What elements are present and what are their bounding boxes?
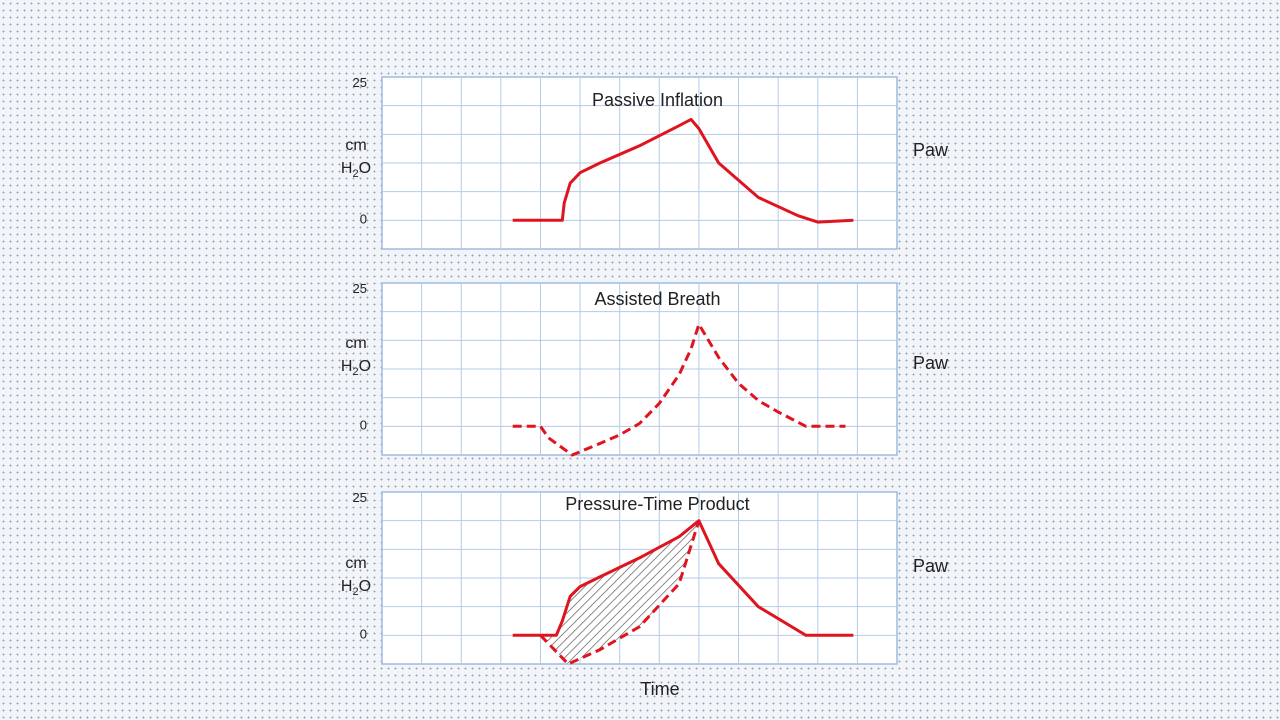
unit-subscript: 2 — [352, 586, 358, 598]
pressure-time-product-area — [540, 520, 699, 664]
right-label-paw: Paw — [913, 556, 949, 576]
x-axis-label: Time — [640, 679, 679, 699]
chart-panel-3: 25 0 cm H2O Paw Pressure-Time Product — [341, 490, 949, 666]
chart-title: Pressure-Time Product — [565, 494, 749, 514]
unit-h: H — [341, 160, 353, 177]
y-tick-label-zero: 0 — [360, 417, 367, 432]
y-tick-label-top: 25 — [353, 75, 367, 90]
unit-h: H — [341, 358, 353, 375]
chart-panel-2: 25 0 cm H2O Paw Assisted Breath — [341, 281, 949, 457]
unit-subscript: 2 — [352, 168, 358, 180]
series-line-dashed — [539, 520, 701, 666]
chart-title: Passive Inflation — [592, 90, 723, 110]
right-label-paw: Paw — [913, 140, 949, 160]
y-axis-unit-formula: H2O — [341, 358, 371, 378]
series-line-dashed — [512, 322, 846, 457]
series-line-solid — [512, 117, 854, 224]
chart-panel-1: 25 0 cm H2O Paw Passive Inflation — [341, 75, 949, 250]
right-label-paw: Paw — [913, 353, 949, 373]
y-axis-unit-label: cm — [345, 335, 366, 352]
series-line-solid — [512, 519, 854, 637]
unit-subscript: 2 — [352, 366, 358, 378]
unit-o: O — [359, 578, 371, 595]
y-axis-unit-label: cm — [345, 555, 366, 572]
y-tick-label-top: 25 — [353, 490, 367, 505]
chart-title: Assisted Breath — [594, 289, 720, 309]
y-tick-label-zero: 0 — [360, 211, 367, 226]
y-axis-unit-formula: H2O — [341, 160, 371, 180]
y-axis-unit-formula: H2O — [341, 578, 371, 598]
unit-o: O — [359, 358, 371, 375]
unit-h: H — [341, 578, 353, 595]
y-axis-unit-label: cm — [345, 137, 366, 154]
unit-o: O — [359, 160, 371, 177]
y-tick-label-top: 25 — [353, 281, 367, 296]
y-tick-label-zero: 0 — [360, 626, 367, 641]
